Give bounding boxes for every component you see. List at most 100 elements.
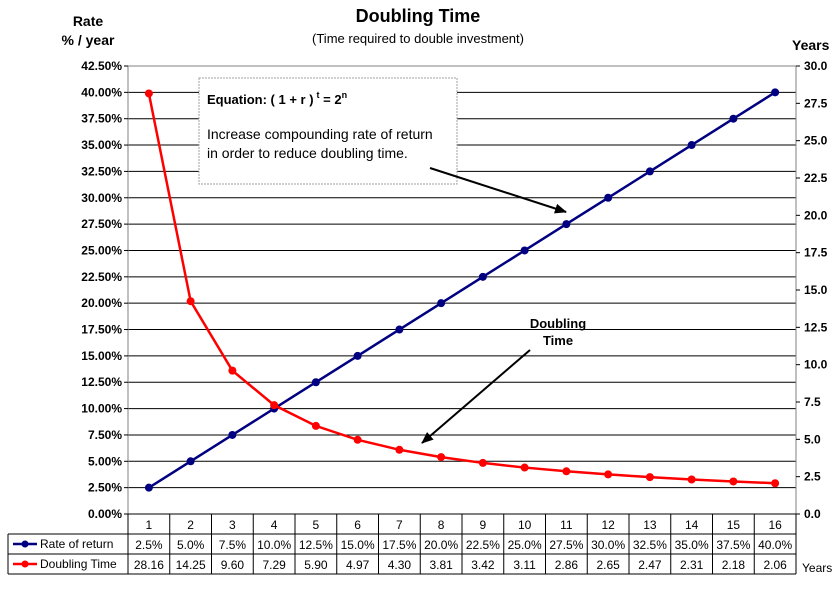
rate-of-return-legend-marker	[21, 540, 29, 548]
left-tick-label: 35.00%	[81, 138, 122, 152]
rate-of-return-point	[604, 193, 613, 202]
equation-exponent-t: t	[317, 90, 320, 100]
rate-of-return-point	[562, 220, 571, 229]
rate-of-return-point	[520, 246, 529, 255]
left-tick-label: 7.50%	[88, 428, 122, 442]
right-tick-label: 22.5	[804, 171, 828, 185]
category-label: 1	[146, 518, 153, 532]
equation-text: Equation: ( 1 + r ) t = 2n	[207, 90, 347, 107]
doubling-time-legend-label: Doubling Time	[40, 557, 117, 571]
doubling-time-table-value: 3.42	[471, 558, 495, 572]
rate-of-return-table-value: 15.0%	[341, 538, 375, 552]
category-label: 5	[313, 518, 320, 532]
left-axis-label-line2: % / year	[62, 32, 115, 48]
chart-title: Doubling Time	[356, 6, 481, 26]
equation-mid: = 2	[320, 92, 342, 107]
rate-of-return-table-value: 10.0%	[257, 538, 291, 552]
right-tick-label: 27.5	[804, 96, 828, 110]
rate-of-return-table-value: 40.0%	[758, 538, 792, 552]
category-label: 8	[438, 518, 445, 532]
rate-of-return-point	[395, 325, 404, 334]
series-layer	[144, 88, 780, 492]
rate-annotation-arrow	[429, 167, 567, 214]
right-axis-ticks: 0.0 2.5 5.0 7.5 10.0 12.5 15.0 17.5 20.0 22.5 25.0…	[796, 59, 828, 521]
left-axis-ticks: 0.00% 2.50% 5.00% 7.50% 10.00% 12.50% 15.00% 17…	[81, 59, 128, 521]
doubling-time-table-value: 9.60	[221, 558, 245, 572]
doubling-time-point	[311, 421, 320, 430]
right-tick-label: 7.5	[804, 395, 821, 409]
doubling-time-point	[687, 475, 696, 484]
left-tick-label: 25.00%	[81, 243, 122, 257]
rate-of-return-table-value: 35.0%	[675, 538, 709, 552]
rate-of-return-table-value: 7.5%	[219, 538, 247, 552]
doubling-time-point	[270, 401, 279, 410]
doubling-time-point	[604, 470, 613, 479]
rate-of-return-table-value: 37.5%	[716, 538, 750, 552]
doubling-annotation-arrow	[421, 349, 531, 444]
rate-of-return-point	[645, 167, 654, 176]
doubling-time-table-value: 2.65	[596, 558, 620, 572]
rate-of-return-table-value: 22.5%	[466, 538, 500, 552]
equation-exponent-n: n	[342, 90, 348, 100]
left-tick-label: 5.00%	[88, 454, 122, 468]
rate-of-return-legend-label: Rate of return	[40, 537, 113, 551]
doubling-time-point	[478, 458, 487, 467]
doubling-time-table-value: 3.81	[429, 558, 453, 572]
left-tick-label: 42.50%	[81, 59, 122, 73]
doubling-time-table-value: 2.47	[638, 558, 662, 572]
note-line-1: Increase compounding rate of return	[207, 126, 433, 142]
category-label: 15	[727, 518, 741, 532]
doubling-time-point	[228, 366, 237, 375]
rate-of-return-table-value: 30.0%	[591, 538, 625, 552]
category-label: 14	[685, 518, 699, 532]
doubling-time-point	[520, 463, 529, 472]
table-unit-label: Years	[802, 561, 832, 575]
right-tick-label: 0.0	[804, 507, 821, 521]
equation-note-box: Equation: ( 1 + r ) t = 2n Increase compo…	[198, 77, 458, 185]
doubling-time-point	[562, 467, 571, 476]
category-label: 2	[187, 518, 194, 532]
category-label: 3	[229, 518, 236, 532]
note-line-2: in order to reduce doubling time.	[207, 145, 408, 161]
left-tick-label: 2.50%	[88, 481, 122, 495]
doubling-time-point	[395, 445, 404, 454]
right-tick-label: 20.0	[804, 208, 828, 222]
left-tick-label: 30.00%	[81, 191, 122, 205]
left-tick-label: 20.00%	[81, 296, 122, 310]
rate-of-return-point	[144, 483, 153, 492]
right-tick-label: 12.5	[804, 320, 828, 334]
left-tick-label: 17.50%	[81, 323, 122, 337]
doubling-time-table-value: 4.30	[388, 558, 412, 572]
left-axis-label-line1: Rate	[73, 13, 104, 29]
category-label: 10	[518, 518, 532, 532]
right-tick-label: 17.5	[804, 246, 828, 260]
category-label: 11	[560, 518, 573, 532]
rate-of-return-point	[687, 141, 696, 150]
rate-of-return-table-value: 32.5%	[633, 538, 667, 552]
equation-prefix: Equation: ( 1 + r )	[207, 92, 314, 107]
right-tick-label: 15.0	[804, 283, 828, 297]
rate-of-return-point	[228, 430, 237, 439]
doubling-time-point	[353, 435, 362, 444]
rate-of-return-point	[311, 378, 320, 387]
doubling-time-point	[729, 477, 738, 486]
doubling-time-point	[645, 473, 654, 482]
rate-of-return-table-value: 25.0%	[508, 538, 542, 552]
right-tick-label: 2.5	[804, 470, 821, 484]
category-label: 4	[271, 518, 278, 532]
note-box-border	[198, 77, 458, 185]
category-label: 13	[643, 518, 657, 532]
rate-of-return-table-value: 17.5%	[382, 538, 416, 552]
right-tick-label: 30.0	[804, 59, 828, 73]
rate-of-return-point	[771, 88, 780, 97]
left-tick-label: 10.00%	[81, 402, 122, 416]
doubling-time-table-value: 2.31	[680, 558, 704, 572]
left-tick-label: 22.50%	[81, 270, 122, 284]
right-tick-label: 25.0	[804, 134, 828, 148]
rate-of-return-point	[186, 457, 195, 466]
doubling-time-table-value: 2.86	[555, 558, 579, 572]
doubling-time-table-value: 4.97	[346, 558, 370, 572]
rate-of-return-table-value: 12.5%	[299, 538, 333, 552]
